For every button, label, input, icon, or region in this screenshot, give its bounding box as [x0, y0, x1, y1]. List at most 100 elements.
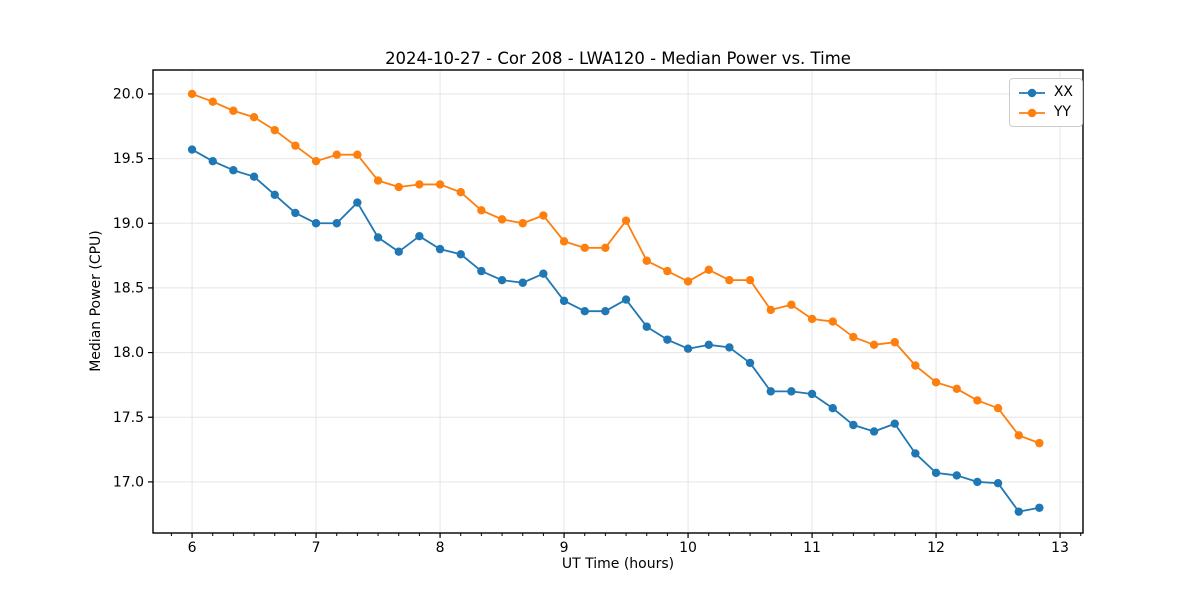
x-tick-label: 12 [927, 540, 945, 556]
data-point-xx [580, 306, 589, 316]
data-point-xx [270, 190, 279, 200]
data-point-yy [642, 256, 651, 265]
data-point-yy [663, 266, 672, 276]
data-point-yy [952, 384, 961, 393]
y-tick-label: 20.0 [113, 86, 144, 102]
y-axis-label: Median Power (CPU) [88, 230, 104, 372]
data-point-yy [828, 317, 837, 326]
data-point-yy [208, 97, 217, 106]
data-point-yy [787, 300, 796, 309]
data-point-yy [993, 403, 1003, 413]
data-point-xx [890, 419, 899, 428]
data-point-xx [663, 335, 672, 344]
data-point-yy [373, 176, 383, 185]
data-point-yy [890, 338, 899, 347]
data-point-xx [745, 358, 755, 368]
data-point-xx [828, 403, 837, 413]
x-tick-label: 9 [560, 540, 569, 556]
x-tick-label: 13 [1051, 540, 1069, 556]
data-point-yy [477, 206, 486, 215]
legend-item-xx: XX [1017, 84, 1073, 101]
data-point-yy [229, 106, 238, 115]
x-tick-label: 8 [436, 540, 445, 556]
data-point-yy [973, 396, 982, 405]
data-point-xx [353, 198, 362, 207]
data-point-xx [559, 296, 569, 306]
data-point-yy [456, 188, 465, 197]
legend-item-yy: YY [1017, 104, 1073, 121]
data-point-xx [725, 343, 734, 352]
y-tick-label: 19.0 [113, 216, 144, 232]
data-point-yy [518, 219, 527, 228]
legend-label: XX [1053, 84, 1073, 100]
data-point-xx [518, 278, 527, 287]
y-tick-label: 17.0 [113, 474, 144, 490]
data-point-xx [373, 233, 383, 242]
chart-title: 2024-10-27 - Cor 208 - LWA120 - Median P… [385, 49, 851, 68]
series-line-yy [191, 93, 1041, 445]
data-point-yy [869, 340, 879, 350]
x-tick-label: 10 [679, 540, 697, 556]
x-axis-label: UT Time (hours) [561, 556, 675, 572]
y-tick-label: 18.5 [113, 280, 144, 296]
data-point-yy [332, 150, 341, 159]
data-point-yy [621, 216, 631, 225]
data-point-yy [539, 211, 548, 220]
data-point-xx [931, 468, 941, 478]
data-point-yy [415, 180, 424, 189]
data-point-xx [683, 344, 693, 353]
data-point-yy [766, 305, 775, 315]
data-point-yy [291, 141, 300, 150]
data-point-xx [869, 427, 879, 436]
data-point-yy [745, 275, 755, 285]
data-point-yy [394, 182, 403, 192]
data-point-xx [249, 172, 259, 181]
series-line-xx [191, 148, 1041, 513]
data-point-yy [435, 180, 445, 189]
data-point-yy [249, 113, 259, 122]
y-tick-label: 17.5 [113, 410, 144, 426]
data-point-yy [187, 89, 197, 99]
data-point-xx [1035, 503, 1044, 512]
data-point-xx [456, 250, 465, 259]
data-point-xx [766, 387, 775, 396]
data-point-xx [187, 145, 197, 154]
data-point-xx [332, 219, 341, 228]
legend-line-marker-icon [1018, 108, 1045, 117]
data-point-yy [353, 150, 362, 159]
data-point-yy [311, 156, 321, 166]
legend: XX YY [1008, 78, 1083, 127]
data-point-yy [1014, 431, 1023, 440]
data-point-xx [477, 266, 486, 276]
data-point-yy [725, 275, 734, 285]
y-tick-label: 19.5 [113, 151, 144, 167]
x-tick-label: 11 [803, 540, 821, 556]
data-point-yy [849, 332, 858, 342]
data-point-yy [1035, 438, 1044, 448]
data-point-xx [911, 449, 920, 458]
legend-line-marker-icon [1018, 88, 1045, 97]
data-point-yy [683, 277, 693, 286]
data-point-xx [415, 231, 424, 241]
data-point-xx [849, 420, 858, 430]
data-point-xx [497, 275, 507, 285]
data-point-xx [539, 269, 548, 278]
data-point-yy [580, 243, 589, 253]
data-point-yy [807, 314, 817, 324]
data-point-xx [208, 156, 217, 166]
data-point-xx [435, 244, 445, 254]
data-point-yy [704, 265, 713, 275]
data-point-xx [394, 247, 403, 256]
data-point-xx [952, 471, 961, 480]
data-point-xx [704, 340, 713, 350]
data-point-yy [559, 237, 569, 246]
x-tick-label: 6 [188, 540, 197, 556]
data-point-xx [621, 295, 631, 304]
data-point-xx [311, 219, 321, 228]
data-point-xx [229, 166, 238, 175]
legend-label: YY [1053, 104, 1071, 120]
data-point-xx [787, 387, 796, 396]
data-point-xx [291, 208, 300, 218]
